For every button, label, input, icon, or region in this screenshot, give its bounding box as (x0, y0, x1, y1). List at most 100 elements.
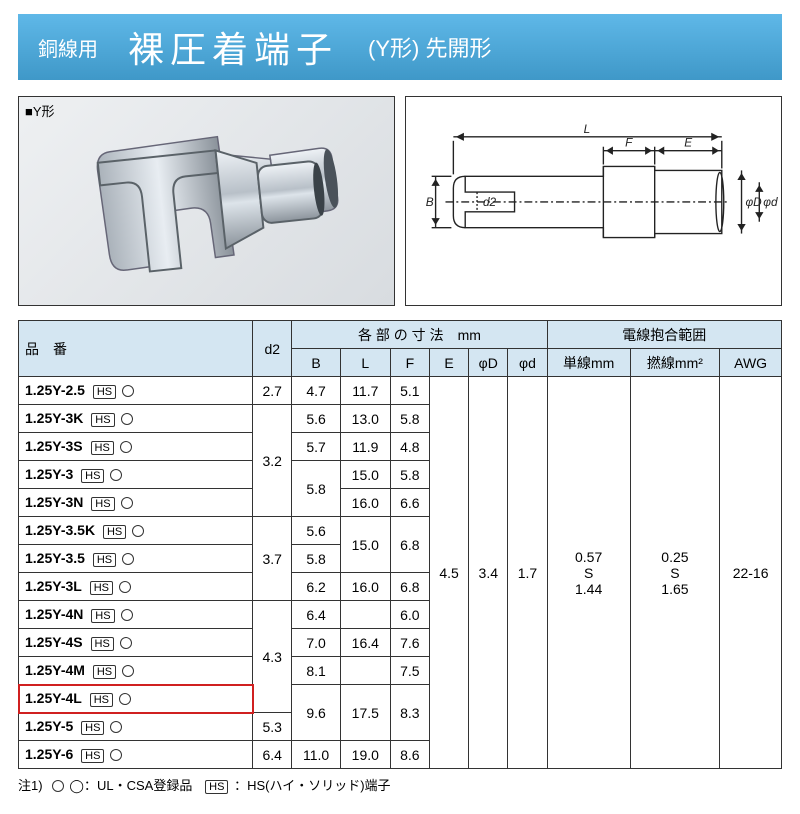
hs-badge-icon: HS (91, 441, 114, 455)
part-cell: 1.25Y-3.5K HS (19, 517, 253, 545)
F-cell: 8.3 (390, 685, 429, 741)
L-cell: 15.0 (340, 461, 390, 489)
spec-table: 品 番 d2 各 部 の 寸 法 mm 電線抱合範囲 B L F E φD φd… (18, 320, 782, 769)
B-cell: 4.7 (292, 377, 341, 405)
ul-circle-icon (110, 721, 122, 733)
ul-circle-icon (110, 469, 122, 481)
ul-circle-icon (121, 497, 133, 509)
F-cell: 6.6 (390, 489, 429, 517)
ul-circle-icon (120, 441, 132, 453)
svg-text:B: B (426, 195, 434, 209)
part-cell: 1.25Y-5 HS (19, 713, 253, 741)
L-cell (340, 601, 390, 629)
part-cell: 1.25Y-6 HS (19, 741, 253, 769)
footnote: 注1) ◯：UL・CSA登録品 HS ：HS(ハイ・ソリッド)端子 (18, 775, 782, 794)
L-cell: 19.0 (340, 741, 390, 769)
svg-text:L: L (584, 122, 591, 136)
B-cell: 7.0 (292, 629, 341, 657)
d2-cell: 6.4 (253, 741, 292, 769)
svg-text:F: F (625, 136, 633, 150)
L-cell: 17.5 (340, 685, 390, 741)
diagram-tag: ■Y形 (25, 101, 55, 120)
spec-table-wrap: 品 番 d2 各 部 の 寸 法 mm 電線抱合範囲 B L F E φD φd… (18, 320, 782, 769)
hs-badge-icon: HS (81, 469, 104, 483)
th-B: B (292, 349, 341, 377)
d2-cell: 2.7 (253, 377, 292, 405)
part-cell: 1.25Y-4M HS (19, 657, 253, 685)
ul-circle-icon (122, 665, 134, 677)
svg-text:d2: d2 (483, 195, 497, 209)
hs-badge-icon: HS (103, 525, 126, 539)
B-cell: 6.2 (292, 573, 341, 601)
B-cell: 5.8 (292, 461, 341, 517)
ul-circle-icon (119, 693, 131, 705)
L-cell: 16.0 (340, 489, 390, 517)
B-cell: 9.6 (292, 685, 341, 741)
svg-text:φd: φd (763, 195, 778, 209)
ul-circle-icon (121, 413, 133, 425)
header-tail: (Y形) 先開形 (368, 31, 491, 63)
d2-cell: 5.3 (253, 713, 292, 741)
hs-badge-icon: HS (205, 780, 228, 794)
footnote-hs: ：HS(ハイ・ソリッド)端子 (234, 778, 390, 793)
hs-badge-icon: HS (93, 385, 116, 399)
F-cell: 5.8 (390, 405, 429, 433)
th-phiD: φD (469, 349, 508, 377)
th-wire2: 撚線mm² (630, 349, 720, 377)
th-dims: 各 部 の 寸 法 mm (292, 321, 547, 349)
F-cell: 7.5 (390, 657, 429, 685)
L-cell: 13.0 (340, 405, 390, 433)
B-cell: 5.8 (292, 545, 341, 573)
th-part: 品 番 (19, 321, 253, 377)
d2-cell: 3.2 (253, 405, 292, 517)
technical-drawing-icon: L F E Bd2 φDφd (406, 97, 781, 305)
ul-circle-icon (122, 553, 134, 565)
hs-badge-icon: HS (91, 637, 114, 651)
B-cell: 5.6 (292, 517, 341, 545)
th-d2: d2 (253, 321, 292, 377)
hs-badge-icon: HS (91, 413, 114, 427)
ul-circle-icon (119, 581, 131, 593)
footnote-prefix: 注1) (18, 778, 43, 793)
hs-badge-icon: HS (81, 721, 104, 735)
B-cell: 8.1 (292, 657, 341, 685)
E-cell: 4.5 (429, 377, 468, 769)
ul-circle-icon (120, 637, 132, 649)
th-E: E (429, 349, 468, 377)
part-cell: 1.25Y-3.5 HS (19, 545, 253, 573)
th-awg: AWG (720, 349, 782, 377)
part-cell: 1.25Y-3S HS (19, 433, 253, 461)
F-cell: 4.8 (390, 433, 429, 461)
F-cell: 8.6 (390, 741, 429, 769)
part-cell: 1.25Y-2.5 HS (19, 377, 253, 405)
d2-cell: 3.7 (253, 517, 292, 601)
awg-cell: 22-16 (720, 377, 782, 769)
wire2-cell: 0.25 S 1.65 (630, 377, 720, 769)
terminal-photo-icon (19, 97, 394, 305)
photo-panel: ■Y形 (18, 96, 395, 306)
F-cell: 7.6 (390, 629, 429, 657)
part-cell: 1.25Y-3L HS (19, 573, 253, 601)
hs-badge-icon: HS (91, 497, 114, 511)
part-cell: 1.25Y-4N HS (19, 601, 253, 629)
svg-text:E: E (684, 136, 692, 150)
d2-cell: 4.3 (253, 601, 292, 713)
F-cell: 5.8 (390, 461, 429, 489)
hs-badge-icon: HS (93, 553, 116, 567)
hs-badge-icon: HS (81, 749, 104, 763)
B-cell: 11.0 (292, 741, 341, 769)
th-phid: φd (508, 349, 547, 377)
hs-badge-icon: HS (91, 609, 114, 623)
header-sub: 銅線用 (38, 33, 98, 62)
L-cell: 16.0 (340, 573, 390, 601)
B-cell: 5.7 (292, 433, 341, 461)
L-cell (340, 657, 390, 685)
th-wire1: 単線mm (547, 349, 630, 377)
L-cell: 16.4 (340, 629, 390, 657)
footnote-ul: ◯：UL・CSA登録品 (69, 778, 192, 793)
F-cell: 5.1 (390, 377, 429, 405)
ul-circle-icon (122, 385, 134, 397)
svg-text:φD: φD (745, 195, 762, 209)
phid-cell: 1.7 (508, 377, 547, 769)
F-cell: 6.8 (390, 517, 429, 573)
